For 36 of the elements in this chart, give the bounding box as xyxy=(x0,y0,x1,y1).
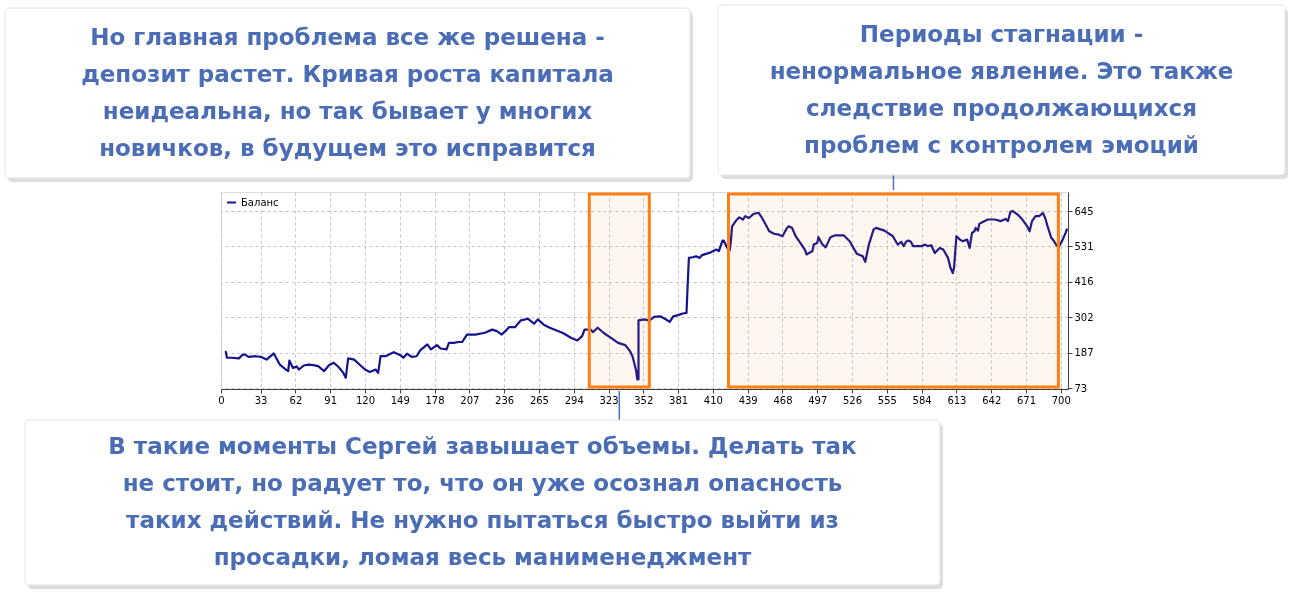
x-tick-label: 613 xyxy=(947,394,967,406)
band-label: Периоды стагнации - ненормальное явление. Это также следствие продолжающихся проблем с контролем эмоций xyxy=(769,20,1234,158)
x-tick-label: 584 xyxy=(912,394,932,406)
x-tick-label: 178 xyxy=(425,394,445,406)
legend-label: Баланс xyxy=(241,196,279,208)
x-tick-label: 410 xyxy=(703,394,723,406)
x-tick-label: 468 xyxy=(773,394,793,406)
x-tick-label: 526 xyxy=(843,394,863,406)
x-tick-label: 294 xyxy=(564,394,584,406)
x-tick-label: 91 xyxy=(324,394,338,406)
x-tick-label: 381 xyxy=(669,394,689,406)
x-tick-label: 497 xyxy=(808,394,828,406)
y-tick-label: 531 xyxy=(1074,240,1094,252)
x-tick-label: 555 xyxy=(877,394,897,406)
x-tick-label: 207 xyxy=(460,394,480,406)
x-tick-label: 265 xyxy=(529,394,549,406)
x-tick-label: 439 xyxy=(738,394,758,406)
x-tick-label: 352 xyxy=(634,394,654,406)
x-tick-label: 671 xyxy=(1016,394,1037,406)
y-tick-label: 645 xyxy=(1074,205,1094,217)
line-series xyxy=(224,210,1068,381)
x-tick-label: 236 xyxy=(495,394,515,406)
text: Но главная проблема все же решена - депозит растет. Кривая роста капитала неидеальна, но так бывает у многих новичков, в будущем это исправится xyxy=(81,23,614,161)
y-tick-label: 416 xyxy=(1074,276,1094,288)
x-tick-label: 642 xyxy=(982,394,1002,406)
x-tick-label: 33 xyxy=(254,394,268,406)
x-tick-label: 120 xyxy=(355,394,376,406)
x-tick-label: 323 xyxy=(599,394,619,406)
x-tick-label: 0 xyxy=(218,394,225,406)
y-tick-label: 302 xyxy=(1074,311,1094,323)
x-tick-label: 62 xyxy=(289,394,303,406)
y-tick-label: 187 xyxy=(1074,347,1094,359)
band-label: В такие моменты Сергей завышает объемы. Делать так не стоит, но радует то, что он уже осознал опасность таких действий. Не нужно пытаться быстро выйти из просадки, ломая весь манименеджмент xyxy=(108,433,858,570)
y-tick-label: 73 xyxy=(1074,382,1088,394)
x-tick-label: 149 xyxy=(390,394,410,406)
x-tick-label: 700 xyxy=(1051,394,1071,406)
